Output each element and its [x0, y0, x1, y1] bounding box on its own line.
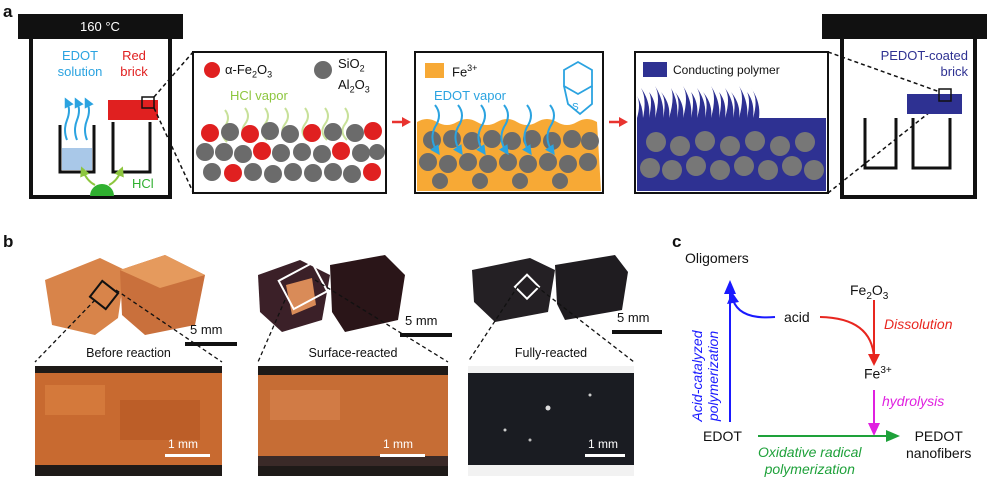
legend-polymer: Conducting polymer — [673, 63, 780, 77]
edot-solution-label: EDOT solution — [57, 48, 103, 79]
scale-5mm-2: 5 mm — [405, 313, 438, 328]
left-oven: 160 °C — [18, 14, 183, 199]
acid-catalyzed-label: Acid-catalyzed polymerization — [689, 330, 721, 422]
legend-fe3: Fe3+ — [452, 63, 478, 80]
particle-bed-1 — [196, 122, 385, 183]
fe3-label: Fe3+ — [864, 365, 892, 382]
micrograph-surface — [258, 366, 448, 476]
oven-temp-label: 160 °C — [80, 19, 120, 34]
panel-c-diagram — [724, 280, 900, 442]
label-before-reaction: Before reaction — [86, 346, 171, 360]
surface-brick-photo — [258, 255, 405, 332]
right-oven — [822, 14, 987, 199]
full-brick-photo — [472, 255, 628, 322]
panel-a-letter: a — [3, 2, 13, 21]
scale-5mm-1: 5 mm — [190, 322, 223, 337]
edot-solution-liquid — [62, 148, 92, 170]
panel-a-schematic: 160 °C — [18, 14, 987, 199]
box-fe3-edot — [414, 51, 604, 194]
particle-bed-3 — [640, 131, 824, 180]
pedot-coated-brick — [907, 94, 962, 114]
sulfur-atom-label: S — [572, 102, 579, 113]
micrograph-full — [468, 366, 634, 476]
fe2o3-label: Fe2O3 — [850, 282, 889, 302]
micro-scale-1: 1 mm — [168, 437, 198, 451]
hcl-label: HCl — [132, 176, 154, 191]
panel-b-photos — [34, 255, 662, 476]
pedot-brick-label: PEDOT-coated brick — [880, 48, 968, 79]
box-conducting-polymer — [634, 51, 829, 194]
pedot-nanofibers-label: PEDOT nanofibers — [906, 428, 972, 461]
panel-c-letter: c — [672, 232, 682, 251]
hcl-vapor-label: HCl vapor — [230, 88, 288, 103]
legend-fe2o3: α-Fe2O3 — [225, 62, 273, 80]
oxidative-polymerization-label: Oxidative radical polymerization — [758, 444, 862, 477]
before-brick-photo — [45, 255, 205, 335]
box-hcl-particles — [192, 51, 387, 194]
legend-sio2-al2o3: SiO2 Al2O3 — [338, 56, 370, 95]
edot-vapor-label: EDOT vapor — [434, 88, 507, 103]
micro-scale-2: 1 mm — [383, 437, 413, 451]
panel-b-letter: b — [3, 232, 14, 251]
hydrolysis-label: hydrolysis — [882, 393, 945, 409]
scale-5mm-3: 5 mm — [617, 310, 650, 325]
edot-molecule — [563, 60, 593, 116]
oligomers-label: Oligomers — [685, 250, 749, 266]
label-fully-reacted: Fully-reacted — [514, 346, 588, 360]
red-brick-label: Red brick — [120, 48, 148, 79]
dissolution-label: Dissolution — [884, 316, 953, 332]
brick-zoom-box — [141, 96, 155, 109]
red-brick — [108, 100, 158, 120]
particle-bed-2 — [419, 130, 599, 189]
hcl-source — [90, 184, 114, 196]
acid-label: acid — [784, 309, 810, 325]
label-surface-reacted: Surface-reacted — [308, 346, 398, 360]
edot-label: EDOT — [703, 428, 742, 444]
micro-scale-3: 1 mm — [588, 437, 618, 451]
micrograph-before — [35, 366, 222, 476]
